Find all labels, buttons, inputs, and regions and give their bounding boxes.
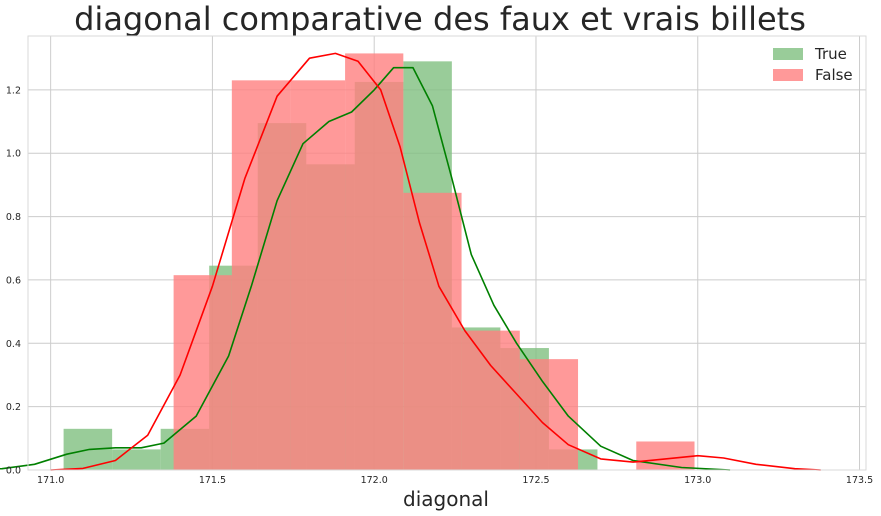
false-bar-1 xyxy=(231,80,291,470)
x-axis-label: diagonal xyxy=(403,487,489,511)
y-tick-label: 0.8 xyxy=(6,212,21,223)
true-legend-swatch xyxy=(773,48,803,60)
legend: True False xyxy=(773,45,853,84)
false-bar-6 xyxy=(519,359,579,470)
true-bar-1 xyxy=(112,449,161,470)
false-legend-swatch xyxy=(773,69,803,81)
y-tick-label: 0.0 xyxy=(6,466,21,477)
false-bar-4 xyxy=(403,192,462,470)
x-tick-label: 172.0 xyxy=(361,475,388,486)
false-bar-0 xyxy=(173,275,232,470)
x-tick-labels: 171.0 171.5 172.0 172.5 173.0 173.5 xyxy=(37,475,873,486)
plot-frame xyxy=(27,35,867,471)
y-tick-labels: 0.0 0.2 0.4 0.6 0.8 1.0 1.2 xyxy=(6,85,21,476)
false-legend-label: False xyxy=(815,66,853,84)
x-tick-label: 173.5 xyxy=(846,475,873,486)
y-tick-label: 0.6 xyxy=(6,275,21,286)
x-tick-label: 172.5 xyxy=(522,475,549,486)
false-bar-3 xyxy=(345,53,404,470)
y-tick-label: 0.4 xyxy=(6,339,21,350)
false-kde-line xyxy=(50,52,821,471)
true-legend-label: True xyxy=(814,45,847,63)
y-tick-label: 0.2 xyxy=(6,402,21,413)
y-tick-label: 1.2 xyxy=(6,85,21,96)
kde-curves xyxy=(0,52,821,471)
false-histogram-bars xyxy=(173,53,695,470)
x-tick-label: 173.0 xyxy=(684,475,711,486)
chart-title: diagonal comparative des faux et vrais b… xyxy=(74,0,806,38)
false-bar-2 xyxy=(290,80,346,470)
false-bar-5 xyxy=(461,330,520,470)
true-kde-line xyxy=(0,66,731,471)
x-tick-label: 171.0 xyxy=(37,475,64,486)
x-tick-label: 171.5 xyxy=(199,475,226,486)
y-tick-label: 1.0 xyxy=(6,149,21,160)
